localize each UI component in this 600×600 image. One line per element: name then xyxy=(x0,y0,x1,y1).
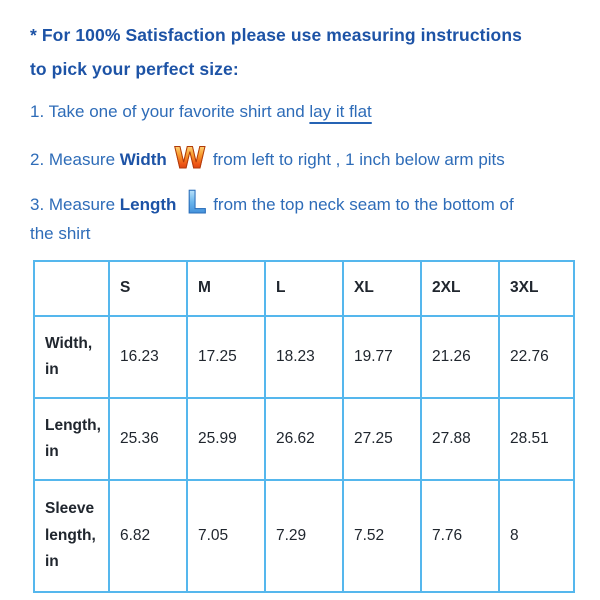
sleeve-value-l: 7.29 xyxy=(264,479,344,593)
step-3-text: 3. Measure xyxy=(30,195,120,214)
heading-line-2: to pick your perfect size: xyxy=(30,59,239,79)
column-header-3xl: 3XL xyxy=(498,260,575,317)
length-bold-word: Length xyxy=(119,195,177,214)
heading-line-1: * For 100% Satisfaction please use measu… xyxy=(30,25,522,45)
table-row-width: Width, in 16.23 17.25 18.23 19.77 21.26 … xyxy=(33,315,575,399)
step-3-suffix: from the top neck seam to the bottom of xyxy=(213,195,514,214)
lay-it-flat-underlined-text: lay it flat xyxy=(309,102,372,121)
width-value-s: 16.23 xyxy=(108,315,188,399)
row-label-length: Length, in xyxy=(33,397,110,481)
width-w-icon: W xyxy=(173,141,206,176)
satisfaction-heading: * For 100% Satisfaction please use measu… xyxy=(30,18,574,86)
step-2-suffix: from left to right , 1 inch below arm pi… xyxy=(212,150,505,169)
table-row-length: Length, in 25.36 25.99 26.62 27.25 27.88… xyxy=(33,397,575,481)
size-table: S M L XL 2XL 3XL Width, in 16.23 17.25 1… xyxy=(33,260,575,593)
width-value-2xl: 21.26 xyxy=(420,315,500,399)
row-label-sleeve-length: Sleeve length, in xyxy=(33,479,110,593)
width-value-l: 18.23 xyxy=(264,315,344,399)
instruction-step-3-wrap-line: the shirt xyxy=(30,224,91,243)
length-value-3xl: 28.51 xyxy=(498,397,575,481)
instruction-step-1: 1. Take one of your favorite shirt and l… xyxy=(30,100,574,123)
step-2-text: 2. Measure xyxy=(30,150,120,169)
width-value-xl: 19.77 xyxy=(342,315,422,399)
table-row-sleeve-length: Sleeve length, in 6.82 7.05 7.29 7.52 7.… xyxy=(33,479,575,593)
length-value-l: 26.62 xyxy=(264,397,344,481)
length-value-xl: 27.25 xyxy=(342,397,422,481)
sleeve-value-xl: 7.52 xyxy=(342,479,422,593)
sleeve-value-3xl: 8 xyxy=(498,479,575,593)
sleeve-value-2xl: 7.76 xyxy=(420,479,500,593)
column-header-2xl: 2XL xyxy=(420,260,500,317)
column-header-m: M xyxy=(186,260,266,317)
width-value-3xl: 22.76 xyxy=(498,315,575,399)
sleeve-value-m: 7.05 xyxy=(186,479,266,593)
length-l-icon: L xyxy=(186,185,207,222)
width-bold-word: Width xyxy=(119,150,167,169)
length-value-m: 25.99 xyxy=(186,397,266,481)
column-header-l: L xyxy=(264,260,344,317)
column-header-xl: XL xyxy=(342,260,422,317)
length-value-s: 25.36 xyxy=(108,397,188,481)
step-1-text: 1. Take one of your favorite shirt and xyxy=(30,102,310,121)
column-header-s: S xyxy=(108,260,188,317)
row-label-width: Width, in xyxy=(33,315,110,399)
table-header-row: S M L XL 2XL 3XL xyxy=(33,260,575,317)
width-value-m: 17.25 xyxy=(186,315,266,399)
length-value-2xl: 27.88 xyxy=(420,397,500,481)
corner-cell xyxy=(33,260,110,317)
sleeve-value-s: 6.82 xyxy=(108,479,188,593)
